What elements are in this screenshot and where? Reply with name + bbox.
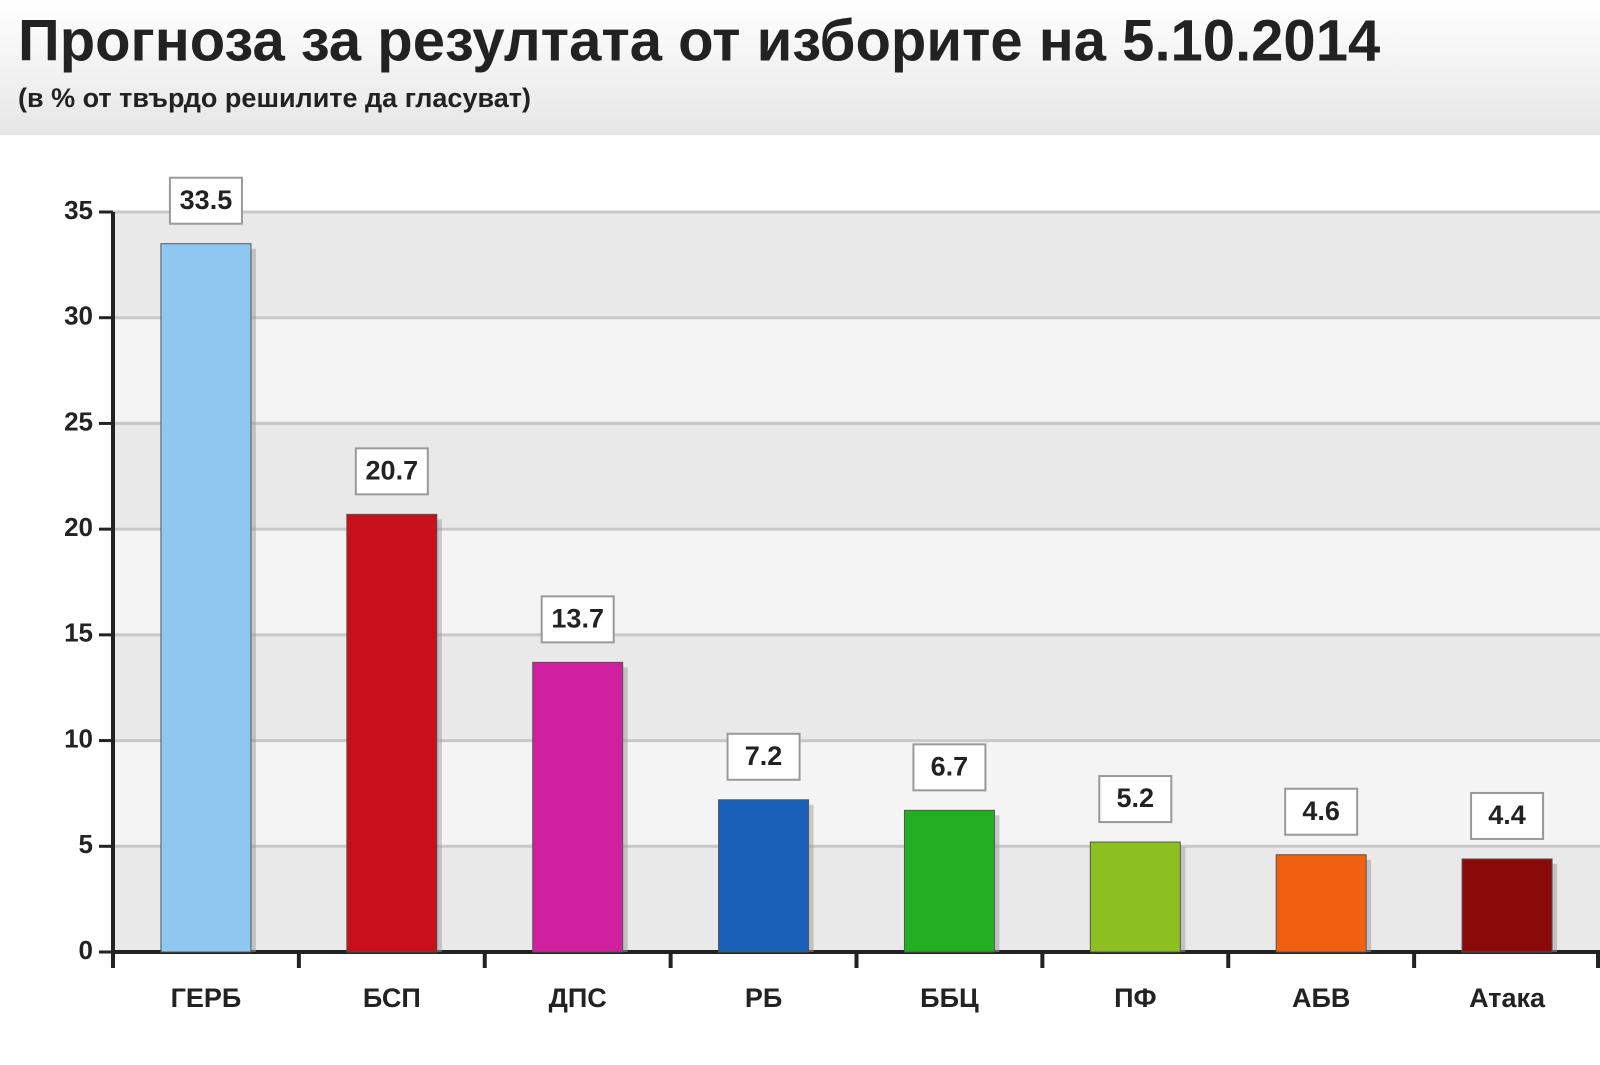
grid-band bbox=[113, 740, 1600, 847]
grid-band bbox=[113, 317, 1600, 424]
bar bbox=[903, 809, 995, 953]
value-label: 33.5 bbox=[180, 185, 233, 215]
y-tick-label: 35 bbox=[64, 195, 93, 225]
value-label: 6.7 bbox=[931, 751, 969, 781]
value-label: 5.2 bbox=[1117, 783, 1155, 813]
grid-band bbox=[113, 846, 1600, 952]
chart-subtitle: (в % от твърдо решилите да гласуват) bbox=[18, 83, 531, 113]
y-tick-label: 5 bbox=[79, 829, 93, 859]
grid-band bbox=[113, 212, 1600, 318]
grid-band bbox=[113, 423, 1600, 530]
x-tick-label: ДПС bbox=[549, 983, 607, 1013]
x-tick-label: ПФ bbox=[1114, 983, 1156, 1013]
header-background bbox=[0, 0, 1600, 135]
value-label-box bbox=[540, 595, 615, 644]
value-label-box bbox=[726, 732, 801, 781]
y-tick-label: 15 bbox=[64, 618, 93, 648]
x-tick-label: Атака bbox=[1469, 983, 1546, 1013]
value-label-box bbox=[1098, 775, 1173, 824]
bar bbox=[1275, 854, 1367, 953]
value-label-box bbox=[912, 743, 987, 792]
value-label: 13.7 bbox=[551, 603, 604, 633]
value-label: 20.7 bbox=[366, 455, 419, 485]
x-tick-label: ГЕРБ bbox=[171, 983, 242, 1013]
value-label: 4.4 bbox=[1488, 800, 1526, 830]
value-label: 7.2 bbox=[745, 741, 783, 771]
grid-band bbox=[113, 529, 1600, 635]
y-tick-label: 20 bbox=[64, 512, 93, 542]
value-label: 4.6 bbox=[1302, 796, 1340, 826]
bar bbox=[160, 243, 252, 953]
y-tick-label: 30 bbox=[64, 301, 93, 331]
y-tick-label: 25 bbox=[64, 406, 93, 436]
bar bbox=[532, 661, 624, 953]
value-label-box bbox=[168, 176, 243, 225]
chart-title: Прогноза за резултата от изборите на 5.1… bbox=[18, 8, 1380, 73]
x-tick-label: РБ bbox=[745, 983, 782, 1013]
value-label-box bbox=[1470, 791, 1545, 840]
x-tick-label: ББЦ bbox=[920, 983, 979, 1013]
grid-band bbox=[113, 634, 1600, 741]
bar bbox=[346, 513, 438, 953]
bar bbox=[718, 799, 810, 953]
x-tick-label: АБВ bbox=[1292, 983, 1350, 1013]
value-label-box bbox=[354, 447, 429, 496]
y-tick-label: 0 bbox=[79, 935, 93, 965]
y-tick-label: 10 bbox=[64, 723, 93, 753]
bar bbox=[1461, 858, 1553, 953]
value-label-box bbox=[1284, 787, 1359, 836]
x-tick-label: БСП bbox=[363, 983, 421, 1013]
bar bbox=[1089, 841, 1181, 953]
